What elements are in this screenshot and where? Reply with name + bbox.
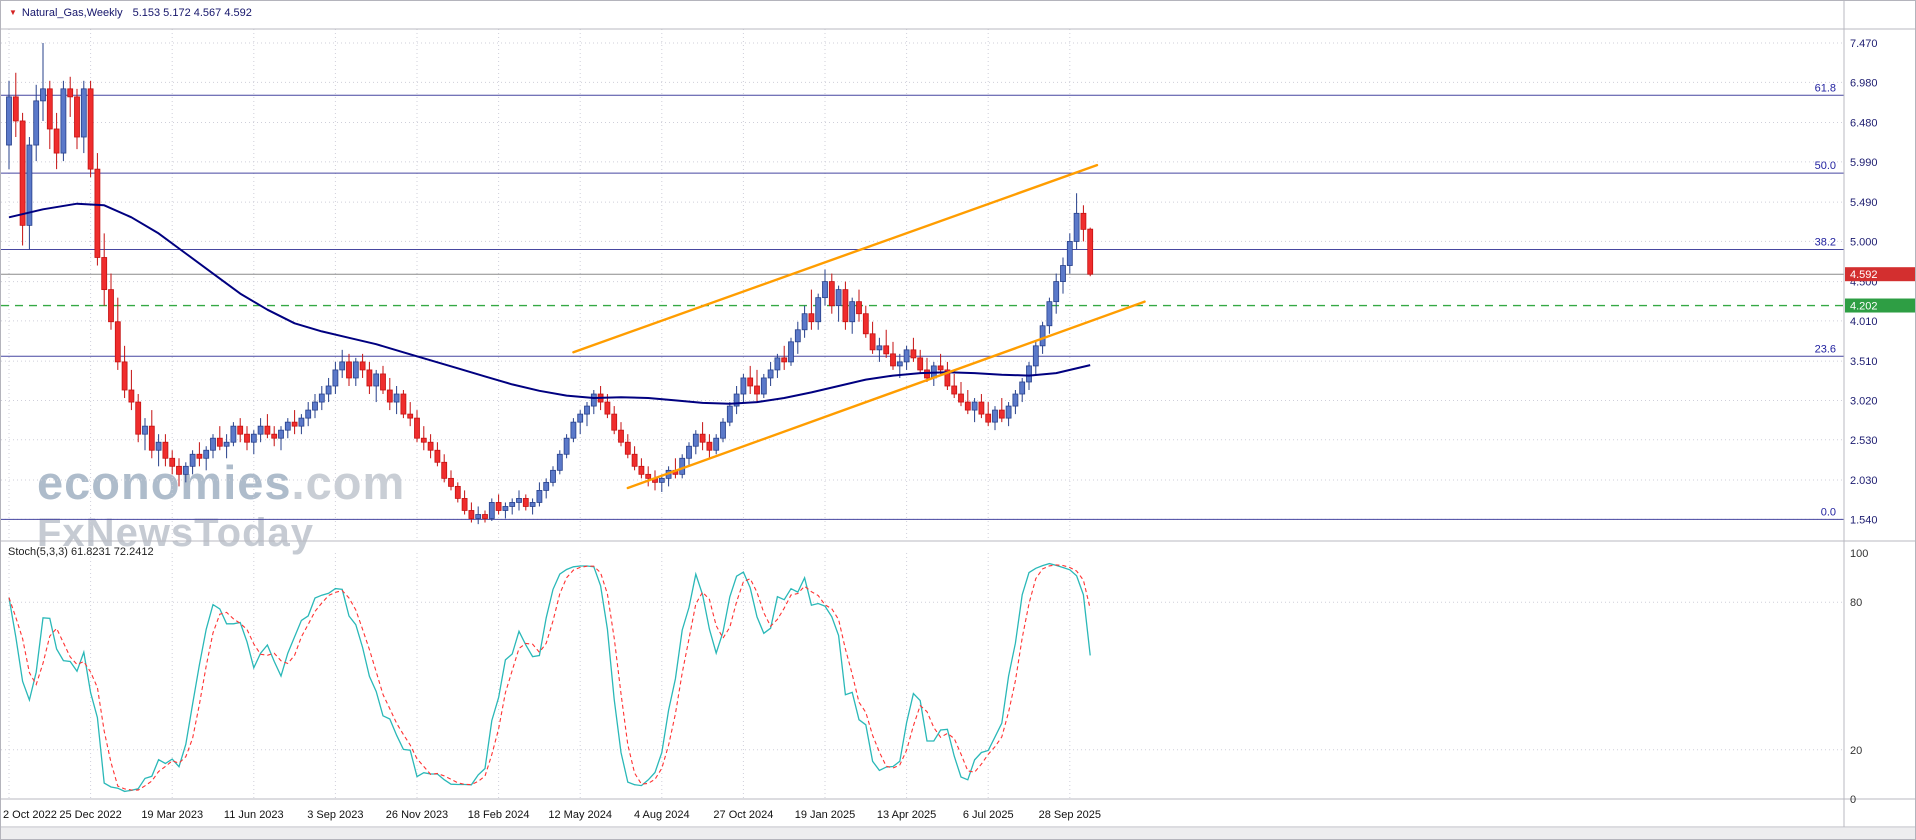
bottom-scrollbar[interactable] (1, 828, 1916, 840)
moving-average-line (8, 202, 1091, 405)
symbol-title: Natural_Gas,Weekly (21, 7, 123, 19)
date-tick-label: 12 May 2024 (548, 809, 612, 821)
date-tick-label: 25 Dec 2022 (59, 809, 121, 821)
stoch-indicator-name: Stoch(5,3,3) (8, 546, 68, 558)
stoch-axis[interactable]: 100 80 20 0 (1850, 548, 1868, 806)
price-tick-label: 6.480 (1850, 118, 1878, 130)
fib-level-label: 0.0 (1821, 506, 1836, 518)
target-price-badge: 4.202 (1845, 298, 1915, 313)
price-tick-label: 5.990 (1850, 157, 1878, 169)
price-tick-label: 2.030 (1850, 475, 1878, 487)
trendlines-layer[interactable] (572, 163, 1146, 490)
stoch-tick-label: 0 (1850, 794, 1856, 806)
stoch-signal-line (8, 564, 1091, 791)
price-tick-label: 1.540 (1850, 514, 1878, 526)
channel-lower (626, 300, 1146, 490)
svg-text:4.592: 4.592 (1850, 269, 1878, 281)
fib-level-label: 50.0 (1815, 160, 1836, 172)
channel-upper (572, 163, 1099, 354)
date-tick-label: 2 Oct 2022 (3, 809, 57, 821)
date-tick-label: 6 Jul 2025 (963, 809, 1014, 821)
symbol-ohlc-values: 5.153 5.172 4.567 4.592 (132, 7, 252, 19)
date-tick-label: 19 Jan 2025 (795, 809, 856, 821)
watermark-brand: economies.com (37, 456, 406, 509)
fib-level-label: 61.8 (1815, 82, 1836, 94)
stoch-indicator-values: 61.8231 72.2412 (70, 546, 154, 558)
date-tick-label: 13 Apr 2025 (877, 809, 936, 821)
price-tick-label: 5.490 (1850, 197, 1878, 209)
grid-layer (1, 29, 1844, 799)
fib-retracement-layer[interactable]: 61.8 50.0 38.2 23.6 0.0 (1, 82, 1844, 520)
price-tick-label: 2.530 (1850, 435, 1878, 447)
price-axis[interactable]: 7.4706.9806.4805.9905.4905.0004.5004.010… (1850, 38, 1878, 526)
symbol-info: ▼ Natural_Gas,Weekly 5.153 5.172 4.567 4.5… (9, 7, 252, 19)
date-tick-label: 27 Oct 2024 (713, 809, 773, 821)
date-tick-label: 18 Feb 2024 (468, 809, 530, 821)
watermark-brand-suffix: .com (291, 456, 406, 509)
date-tick-label: 11 Jun 2023 (224, 809, 284, 821)
fib-level-label: 38.2 (1815, 236, 1836, 248)
price-tick-label: 6.980 (1850, 77, 1878, 89)
date-axis[interactable]: 2 Oct 2022 25 Dec 2022 19 Mar 2023 11 Jun 2… (3, 809, 1101, 821)
date-tick-label: 19 Mar 2023 (141, 809, 203, 821)
fib-level-label: 23.6 (1815, 343, 1836, 355)
price-tick-label: 7.470 (1850, 38, 1878, 50)
candles-layer (6, 43, 1094, 525)
stoch-tick-label: 100 (1850, 548, 1868, 560)
price-tick-label: 5.000 (1850, 236, 1878, 248)
symbol-dropdown-marker-icon[interactable]: ▼ (9, 8, 17, 17)
date-tick-label: 28 Sep 2025 (1039, 809, 1101, 821)
price-tick-label: 3.510 (1850, 356, 1878, 368)
svg-text:4.202: 4.202 (1850, 301, 1878, 313)
stoch-tick-label: 20 (1850, 745, 1862, 757)
stoch-main-line (8, 562, 1091, 793)
date-tick-label: 4 Aug 2024 (634, 809, 690, 821)
current-price-badge: 4.592 (1845, 267, 1915, 282)
price-tick-label: 3.020 (1850, 395, 1878, 407)
date-tick-label: 3 Sep 2023 (307, 809, 363, 821)
stoch-tick-label: 80 (1850, 597, 1862, 609)
price-tick-label: 4.010 (1850, 316, 1878, 328)
date-tick-label: 26 Nov 2023 (386, 809, 448, 821)
stoch-indicator-label: Stoch(5,3,3) 61.8231 72.2412 (8, 546, 154, 558)
